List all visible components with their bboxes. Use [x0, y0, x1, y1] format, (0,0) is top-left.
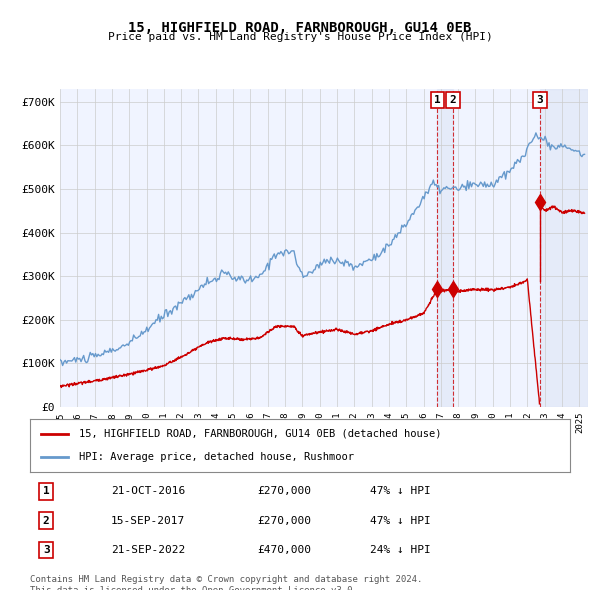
Bar	[540, 88, 588, 407]
Text: 2: 2	[43, 516, 50, 526]
Text: 47% ↓ HPI: 47% ↓ HPI	[370, 486, 431, 496]
Text: 15, HIGHFIELD ROAD, FARNBOROUGH, GU14 0EB (detached house): 15, HIGHFIELD ROAD, FARNBOROUGH, GU14 0E…	[79, 429, 441, 439]
Text: 15, HIGHFIELD ROAD, FARNBOROUGH, GU14 0EB: 15, HIGHFIELD ROAD, FARNBOROUGH, GU14 0E…	[128, 21, 472, 35]
Text: Price paid vs. HM Land Registry's House Price Index (HPI): Price paid vs. HM Land Registry's House …	[107, 32, 493, 42]
Text: 21-SEP-2022: 21-SEP-2022	[111, 545, 185, 555]
Text: 24% ↓ HPI: 24% ↓ HPI	[370, 545, 431, 555]
Text: £270,000: £270,000	[257, 486, 311, 496]
Text: 21-OCT-2016: 21-OCT-2016	[111, 486, 185, 496]
Text: 1: 1	[434, 95, 441, 105]
Text: 15-SEP-2017: 15-SEP-2017	[111, 516, 185, 526]
Text: 3: 3	[536, 95, 543, 105]
Text: HPI: Average price, detached house, Rushmoor: HPI: Average price, detached house, Rush…	[79, 452, 353, 462]
Text: £270,000: £270,000	[257, 516, 311, 526]
Text: Contains HM Land Registry data © Crown copyright and database right 2024.
This d: Contains HM Land Registry data © Crown c…	[30, 575, 422, 590]
Text: 1: 1	[43, 486, 50, 496]
Bar	[437, 88, 453, 407]
Text: £470,000: £470,000	[257, 545, 311, 555]
Text: 2: 2	[449, 95, 457, 105]
Text: 47% ↓ HPI: 47% ↓ HPI	[370, 516, 431, 526]
Text: 3: 3	[43, 545, 50, 555]
